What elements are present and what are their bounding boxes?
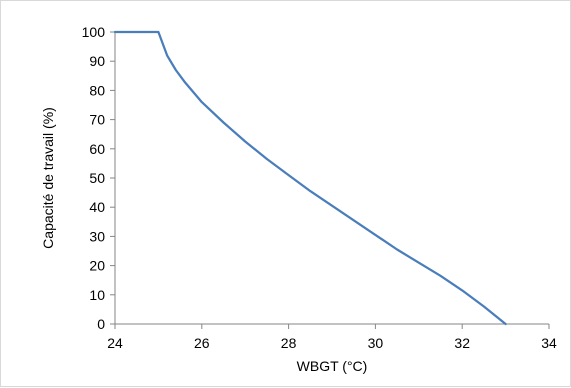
y-axis-title: Capacité de travail (%) — [40, 107, 56, 249]
y-tick-label: 70 — [89, 112, 105, 128]
tick-labels: 0 10 20 30 40 50 60 70 80 90 100 24 26 28 30 32 34 — [82, 24, 557, 351]
x-tick-label: 26 — [194, 335, 210, 351]
x-tick-label: 28 — [281, 335, 297, 351]
x-tick-label: 34 — [541, 335, 557, 351]
x-tick-label: 32 — [454, 335, 470, 351]
x-tick-label: 30 — [368, 335, 384, 351]
axis-ticks — [110, 31, 550, 329]
y-tick-label: 40 — [89, 199, 105, 215]
y-tick-label: 90 — [89, 53, 105, 69]
y-tick-label: 10 — [89, 287, 105, 303]
x-axis-title: WBGT (°C) — [297, 358, 368, 374]
y-tick-label: 30 — [89, 228, 105, 244]
y-tick-label: 0 — [97, 316, 105, 332]
y-tick-label: 100 — [82, 24, 106, 40]
series-line — [113, 30, 507, 326]
y-tick-label: 20 — [89, 258, 105, 274]
y-tick-label: 80 — [89, 82, 105, 98]
series-layer — [113, 30, 507, 326]
y-tick-label: 50 — [89, 170, 105, 186]
x-tick-label: 24 — [107, 335, 123, 351]
y-tick-label: 60 — [89, 141, 105, 157]
